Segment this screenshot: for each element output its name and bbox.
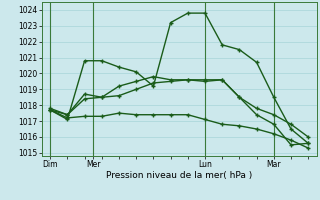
X-axis label: Pression niveau de la mer( hPa ): Pression niveau de la mer( hPa ) bbox=[106, 171, 252, 180]
